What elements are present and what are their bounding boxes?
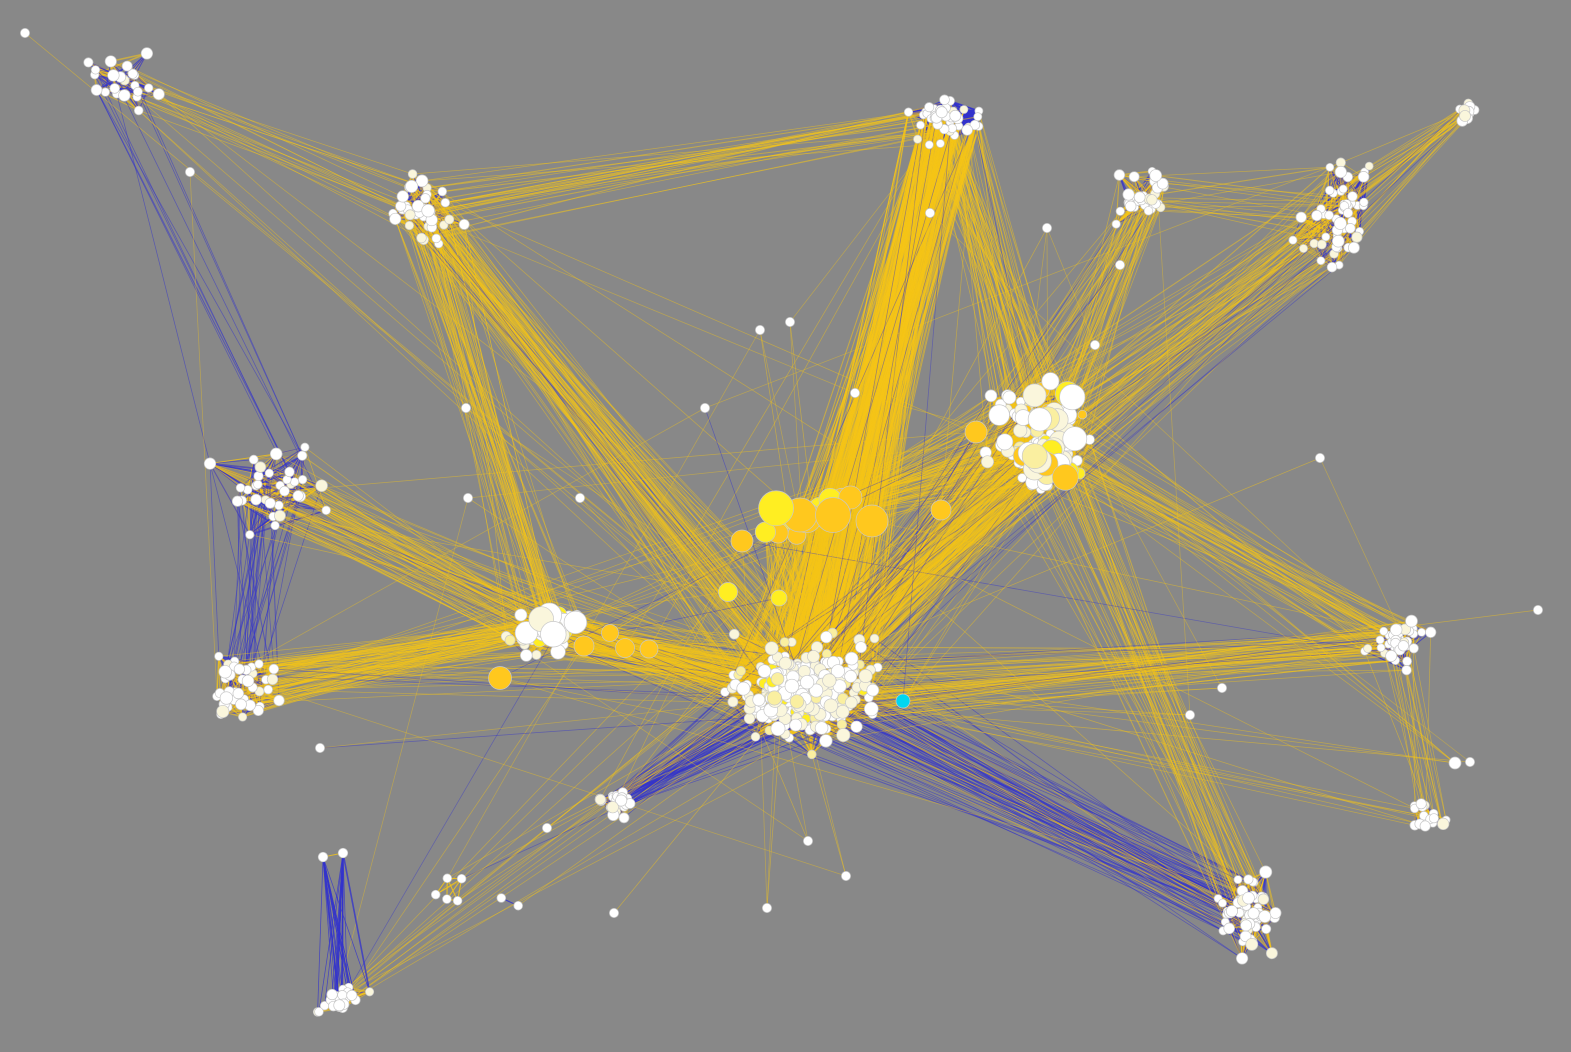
graph-edge: [209, 459, 254, 464]
graph-edge: [246, 489, 251, 535]
graph-edge: [110, 52, 148, 63]
graph-edge: [209, 463, 251, 535]
graph-edge: [209, 453, 277, 464]
graph-edge: [209, 462, 290, 473]
graph-edge: [435, 878, 462, 896]
